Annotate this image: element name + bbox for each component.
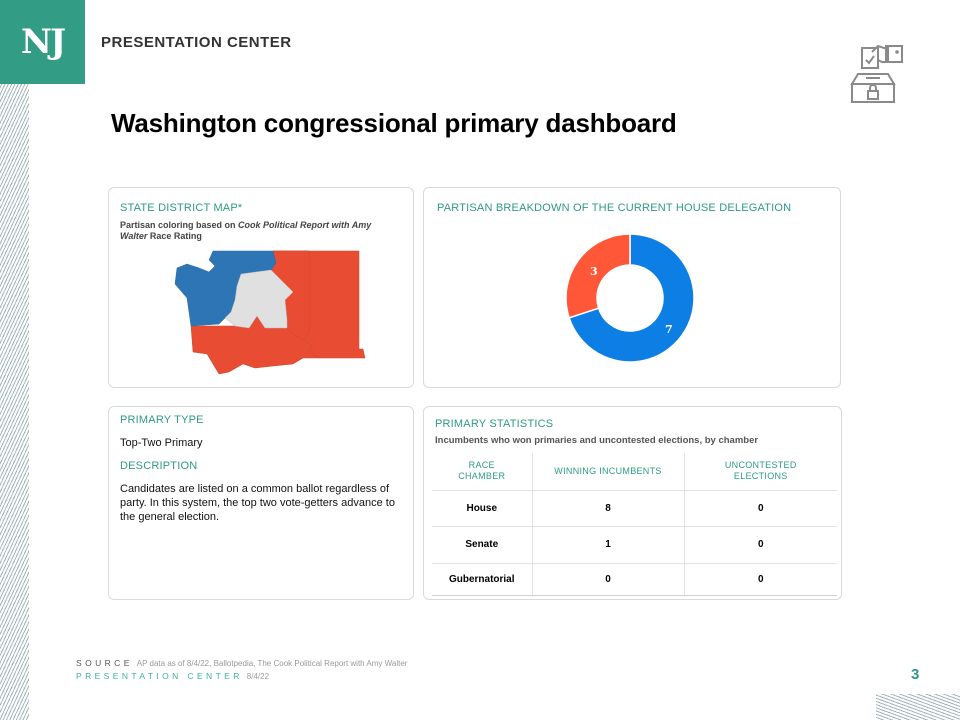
subtitle-prefix: Partisan coloring based on: [120, 220, 239, 230]
cell-chamber: House: [432, 490, 533, 527]
decorative-hatch-bottom-right: [876, 694, 960, 720]
primary-statistics-table: RACE CHAMBER WINNING INCUMBENTS UNCONTES…: [432, 453, 837, 596]
page-number: 3: [911, 666, 920, 683]
table-row: House 8 0: [432, 490, 837, 527]
cell-winning-incumbents: 0: [532, 563, 685, 596]
cell-chamber: Gubernatorial: [432, 563, 533, 596]
donut-card-title: PARTISAN BREAKDOWN OF THE CURRENT HOUSE …: [437, 202, 792, 214]
cell-winning-incumbents: 8: [532, 490, 685, 527]
description-label: DESCRIPTION: [120, 460, 198, 472]
decorative-hatch-left: [0, 84, 29, 720]
stats-card-subtitle: Incumbents who won primaries and unconte…: [435, 435, 759, 446]
primary-type-value: Top-Two Primary: [120, 437, 203, 449]
column-header-winning-incumbents: WINNING INCUMBENTS: [532, 453, 685, 491]
subtitle-source: Cook Political Report with Amy Walter: [120, 220, 372, 241]
cell-uncontested: 0: [684, 490, 837, 527]
donut-segment-republican: [565, 233, 631, 319]
cell-chamber: Senate: [432, 526, 533, 564]
donut-label-democrat: 7: [665, 323, 673, 336]
column-header-race-chamber: RACE CHAMBER: [432, 453, 533, 491]
header-text: RACE CHAMBER: [458, 460, 506, 482]
description-text: Candidates are listed on a common ballot…: [120, 483, 395, 523]
state-district-map-card: STATE DISTRICT MAP* Partisan coloring ba…: [108, 187, 414, 388]
column-header-uncontested-elections: UNCONTESTED ELECTIONS: [684, 453, 837, 491]
table-row: Senate 1 0: [432, 526, 837, 564]
map-card-subtitle: Partisan coloring based on Cook Politica…: [120, 220, 400, 242]
footer-center: PRESENTATION CENTER 8/4/22: [76, 671, 269, 681]
primary-type-card: PRIMARY TYPE Top-Two Primary DESCRIPTION…: [108, 406, 414, 600]
nj-logo: NJ: [0, 0, 85, 84]
partisan-breakdown-card: PARTISAN BREAKDOWN OF THE CURRENT HOUSE …: [423, 187, 841, 388]
source-label: SOURCE: [76, 658, 133, 668]
brand-name: PRESENTATION CENTER: [101, 34, 292, 51]
partisan-donut-chart: 3 7: [565, 233, 695, 363]
primary-statistics-card: PRIMARY STATISTICS Incumbents who won pr…: [423, 406, 842, 600]
page-title: Washington congressional primary dashboa…: [111, 108, 677, 138]
source-text: AP data as of 8/4/22, Ballotpedia, The C…: [136, 659, 408, 668]
ballot-box-icon: [850, 44, 903, 103]
footer-date: 8/4/22: [246, 672, 270, 681]
primary-type-label: PRIMARY TYPE: [120, 414, 204, 426]
donut-label-republican: 3: [590, 265, 598, 278]
district-tossup: [224, 269, 294, 329]
cell-uncontested: 0: [684, 563, 837, 596]
header-text: UNCONTESTED ELECTIONS: [724, 460, 797, 482]
washington-district-map: [174, 250, 366, 375]
center-label: PRESENTATION CENTER: [76, 671, 243, 681]
logo-text: NJ: [20, 22, 66, 62]
cell-uncontested: 0: [684, 526, 837, 564]
map-card-title: STATE DISTRICT MAP*: [120, 202, 243, 214]
cell-winning-incumbents: 1: [532, 526, 685, 564]
footer-source: SOURCE AP data as of 8/4/22, Ballotpedia,…: [76, 658, 407, 668]
donut-segment-democrat: [568, 233, 695, 363]
stats-card-title: PRIMARY STATISTICS: [435, 418, 554, 430]
subtitle-suffix: Race Rating: [147, 231, 202, 241]
table-row: Gubernatorial 0 0: [432, 563, 837, 596]
